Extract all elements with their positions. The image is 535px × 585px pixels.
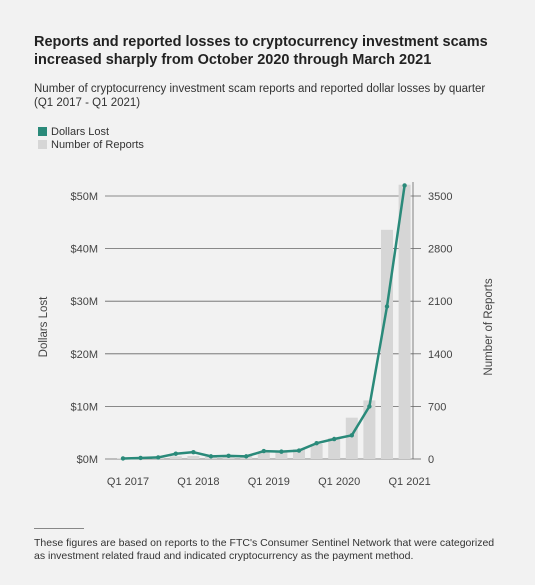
report-bar (257, 452, 270, 459)
chart-title: Reports and reported losses to cryptocur… (34, 34, 488, 68)
dollars-lost-point (244, 454, 249, 459)
footnote-divider (34, 528, 84, 529)
report-bar (310, 443, 323, 459)
dollars-lost-point (138, 455, 143, 461)
right-tick-label: 700 (428, 401, 446, 413)
left-tick-label: $0M (77, 454, 98, 466)
right-tick-label: 1400 (428, 349, 452, 361)
dollars-lost-point (314, 441, 319, 446)
legend-swatch-reports (38, 140, 47, 149)
legend: Dollars Lost Number of Reports (38, 125, 144, 151)
report-bar (345, 417, 358, 459)
dollars-lost-point (208, 454, 214, 459)
report-bar (328, 437, 341, 459)
dollars-lost-point (384, 304, 390, 309)
left-tick-label: $10M (70, 401, 98, 413)
dollars-lost-point (120, 456, 126, 461)
left-tick-label: $50M (70, 191, 98, 203)
legend-item-dollars: Dollars Lost (38, 125, 144, 138)
dollars-lost-point (367, 404, 372, 409)
right-tick-label: 0 (428, 454, 434, 466)
x-tick-label: Q1 2021 (388, 476, 430, 488)
dollars-lost-point (173, 451, 178, 456)
legend-label-reports: Number of Reports (51, 138, 144, 151)
left-tick-label: $30M (70, 296, 98, 308)
report-bar (398, 184, 411, 459)
legend-label-dollars: Dollars Lost (51, 125, 110, 138)
legend-swatch-dollars (38, 127, 47, 136)
right-tick-label: 2100 (428, 296, 452, 308)
left-tick-label: $40M (70, 244, 98, 256)
dollars-lost-point (156, 455, 161, 460)
dollars-lost-point (349, 433, 354, 438)
right-tick-label: 3500 (428, 191, 452, 203)
x-tick-label: Q1 2019 (248, 476, 290, 488)
report-bar (293, 449, 305, 459)
dollars-lost-point (279, 449, 284, 454)
report-bar (363, 400, 376, 459)
x-tick-label: Q1 2017 (107, 476, 149, 488)
right-axis-title: Number of Reports (483, 278, 495, 375)
dollars-lost-point (191, 449, 196, 455)
dollars-lost-point (296, 448, 302, 453)
dollars-lost-point (226, 453, 231, 459)
dollars-lost-point (261, 448, 266, 454)
report-bar (275, 451, 288, 459)
report-bar (187, 455, 200, 459)
report-bar (381, 229, 393, 459)
left-tick-label: $20M (70, 349, 98, 361)
right-tick-label: 2800 (428, 244, 452, 256)
left-axis-title: Dollars Lost (38, 296, 50, 358)
footnote: These figures are based on reports to th… (34, 537, 495, 562)
legend-item-reports: Number of Reports (38, 138, 144, 151)
x-tick-label: Q1 2018 (177, 476, 219, 488)
dollars-lost-point (332, 436, 337, 442)
x-tick-label: Q1 2020 (318, 476, 360, 488)
dollars-lost-line (122, 185, 406, 460)
chart-subtitle: Number of cryptocurrency investment scam… (34, 83, 486, 109)
report-bar (169, 456, 182, 459)
dollars-lost-point (402, 183, 407, 188)
